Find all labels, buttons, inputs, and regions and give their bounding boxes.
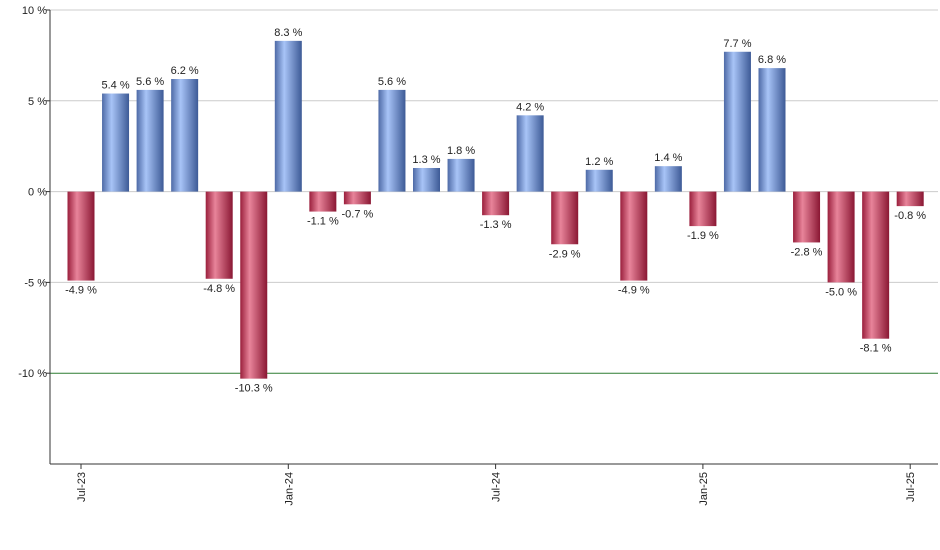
data-label: 6.2 % bbox=[171, 65, 199, 77]
data-label: -1.1 % bbox=[307, 216, 339, 228]
axes: 10 % 5 % 0 % -5 % -10 % Jul-23 Jan-24 Jul-24 Jan… bbox=[18, 5, 938, 506]
bar bbox=[516, 115, 544, 192]
data-label: -4.9 % bbox=[65, 285, 97, 297]
data-labels: -4.9 % 5.4 % 5.6 % 6.2 % -4.8 % -10.3 % 8.3 % -… bbox=[65, 27, 926, 395]
data-label: -2.8 % bbox=[791, 246, 823, 258]
bar bbox=[689, 191, 717, 227]
data-label: 1.2 % bbox=[585, 156, 613, 168]
data-label: -8.1 % bbox=[860, 343, 892, 355]
data-label: -2.9 % bbox=[549, 248, 581, 260]
bar bbox=[447, 158, 475, 192]
data-label: -4.8 % bbox=[203, 283, 235, 295]
data-label: 6.8 % bbox=[758, 54, 786, 66]
bar bbox=[343, 191, 371, 205]
data-label: 5.6 % bbox=[136, 76, 164, 88]
data-label: 5.6 % bbox=[378, 76, 406, 88]
data-label: -0.7 % bbox=[342, 208, 374, 220]
data-label: 1.8 % bbox=[447, 145, 475, 157]
bar bbox=[654, 166, 682, 192]
data-label: 5.4 % bbox=[101, 80, 129, 92]
x-tick-label: Jan-25 bbox=[698, 472, 710, 506]
data-label: 1.4 % bbox=[654, 152, 682, 164]
bar bbox=[862, 191, 890, 339]
y-tick-label: -10 % bbox=[18, 368, 47, 380]
data-label: -5.0 % bbox=[825, 286, 857, 298]
data-label: 7.7 % bbox=[723, 38, 751, 50]
bar bbox=[309, 191, 337, 212]
bar bbox=[136, 89, 164, 192]
bar bbox=[67, 191, 95, 281]
bar bbox=[413, 167, 440, 192]
bar bbox=[274, 40, 302, 192]
bars bbox=[67, 40, 924, 379]
x-tick-label: Jul-24 bbox=[491, 472, 503, 502]
x-tick-label: Jan-24 bbox=[283, 472, 295, 506]
bar bbox=[482, 191, 510, 216]
y-tick-label: 10 % bbox=[22, 5, 47, 17]
bar bbox=[723, 51, 751, 192]
x-tick-label: Jul-25 bbox=[905, 472, 917, 502]
data-label: 1.3 % bbox=[412, 154, 440, 166]
bar bbox=[171, 79, 199, 192]
bar bbox=[585, 169, 613, 192]
y-tick-label: 5 % bbox=[28, 96, 47, 108]
x-tick-label: Jul-23 bbox=[76, 472, 88, 502]
bar bbox=[551, 191, 579, 245]
bar bbox=[205, 191, 233, 279]
data-label: -0.8 % bbox=[894, 210, 926, 222]
y-tick-label: 0 % bbox=[28, 187, 47, 199]
data-label: 4.2 % bbox=[516, 101, 544, 113]
bar bbox=[896, 191, 924, 207]
y-tick-label: -5 % bbox=[24, 277, 47, 289]
data-label: -1.3 % bbox=[480, 219, 512, 231]
bar bbox=[827, 191, 855, 283]
bar bbox=[758, 68, 786, 192]
bar bbox=[240, 191, 268, 379]
bar bbox=[378, 89, 406, 192]
bar bbox=[620, 191, 648, 281]
bar bbox=[102, 93, 130, 192]
data-label: -10.3 % bbox=[235, 383, 273, 395]
data-label: -1.9 % bbox=[687, 230, 719, 242]
bar bbox=[793, 191, 821, 243]
data-label: -4.9 % bbox=[618, 285, 650, 297]
data-label: 8.3 % bbox=[274, 27, 302, 39]
